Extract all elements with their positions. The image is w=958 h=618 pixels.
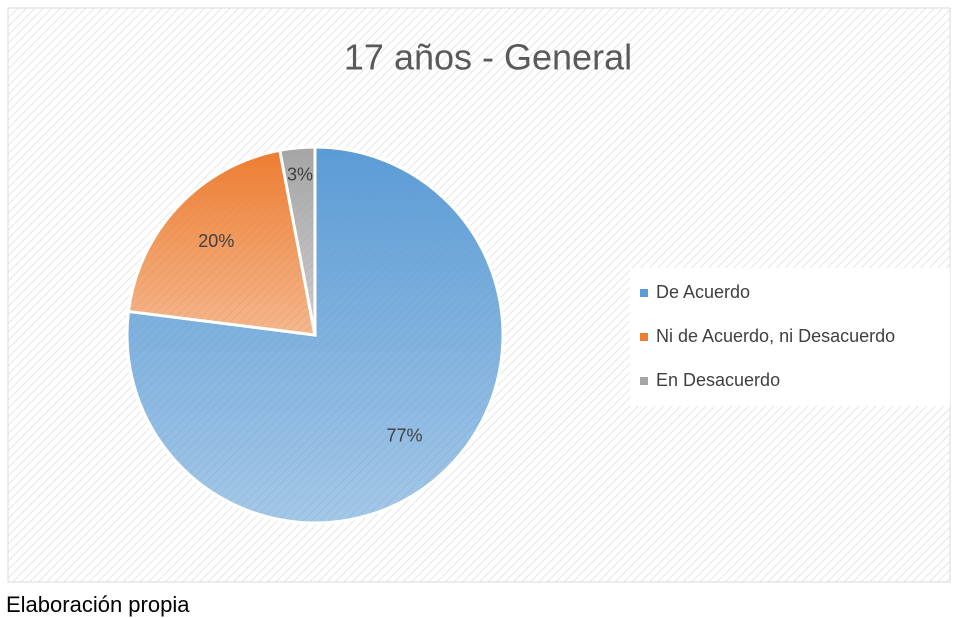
chart-title: 17 años - General — [344, 37, 632, 78]
legend-marker — [640, 289, 648, 297]
data-label: 20% — [198, 231, 234, 251]
legend-label: De Acuerdo — [656, 282, 750, 302]
legend-label: En Desacuerdo — [656, 370, 780, 390]
legend-label: Ni de Acuerdo, ni Desacuerdo — [656, 326, 895, 346]
caption: Elaboración propia — [6, 592, 190, 617]
data-label: 3% — [287, 165, 313, 185]
legend-box — [630, 268, 950, 406]
data-label: 77% — [386, 425, 422, 445]
legend-marker — [640, 333, 648, 341]
pie-slice — [126, 148, 317, 337]
pie-slice — [278, 145, 317, 336]
legend-marker — [640, 377, 648, 385]
